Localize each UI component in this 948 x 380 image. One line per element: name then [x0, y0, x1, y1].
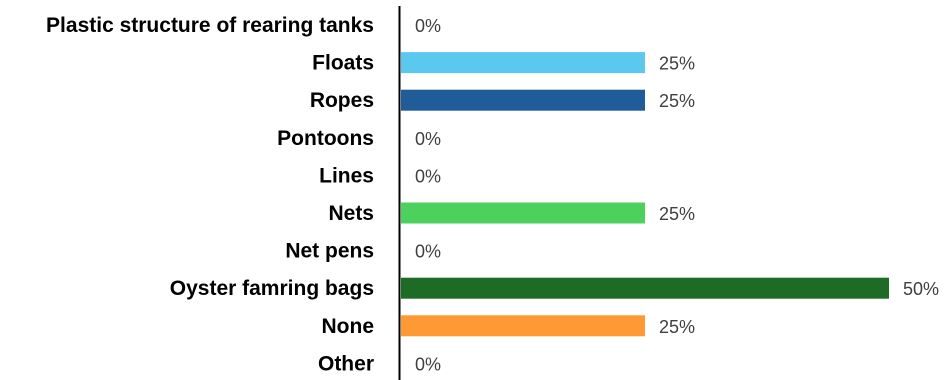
bar-5: [401, 202, 645, 224]
category-label-3: Pontoons: [277, 127, 374, 150]
value-label-9: 0%: [415, 354, 441, 374]
bar-8: [401, 315, 645, 337]
bars: [401, 52, 889, 337]
category-label-6: Net pens: [285, 240, 374, 263]
category-label-9: Other: [318, 352, 374, 375]
bar-7: [401, 277, 889, 299]
category-label-8: None: [322, 315, 375, 338]
value-label-3: 0%: [415, 129, 441, 149]
category-label-2: Ropes: [310, 89, 374, 112]
value-label-6: 0%: [415, 242, 441, 262]
category-label-4: Lines: [319, 164, 374, 187]
category-label-1: Floats: [312, 52, 374, 75]
bar-2: [401, 89, 645, 111]
value-labels: 0% 25% 25% 0% 0% 25% 0% 50% 25% 0%: [415, 16, 939, 374]
category-labels: Plastic structure of rearing tanks Floats…: [46, 14, 374, 375]
category-label-0: Plastic structure of rearing tanks: [46, 14, 374, 37]
value-label-2: 25%: [659, 91, 695, 111]
value-label-8: 25%: [659, 317, 695, 337]
category-label-5: Nets: [328, 202, 374, 225]
value-label-4: 0%: [415, 166, 441, 186]
category-label-7: Oyster famring bags: [170, 277, 374, 300]
bar-1: [401, 52, 645, 74]
value-label-0: 0%: [415, 16, 441, 36]
value-label-1: 25%: [659, 54, 695, 74]
value-label-7: 50%: [903, 279, 939, 299]
value-label-5: 25%: [659, 204, 695, 224]
